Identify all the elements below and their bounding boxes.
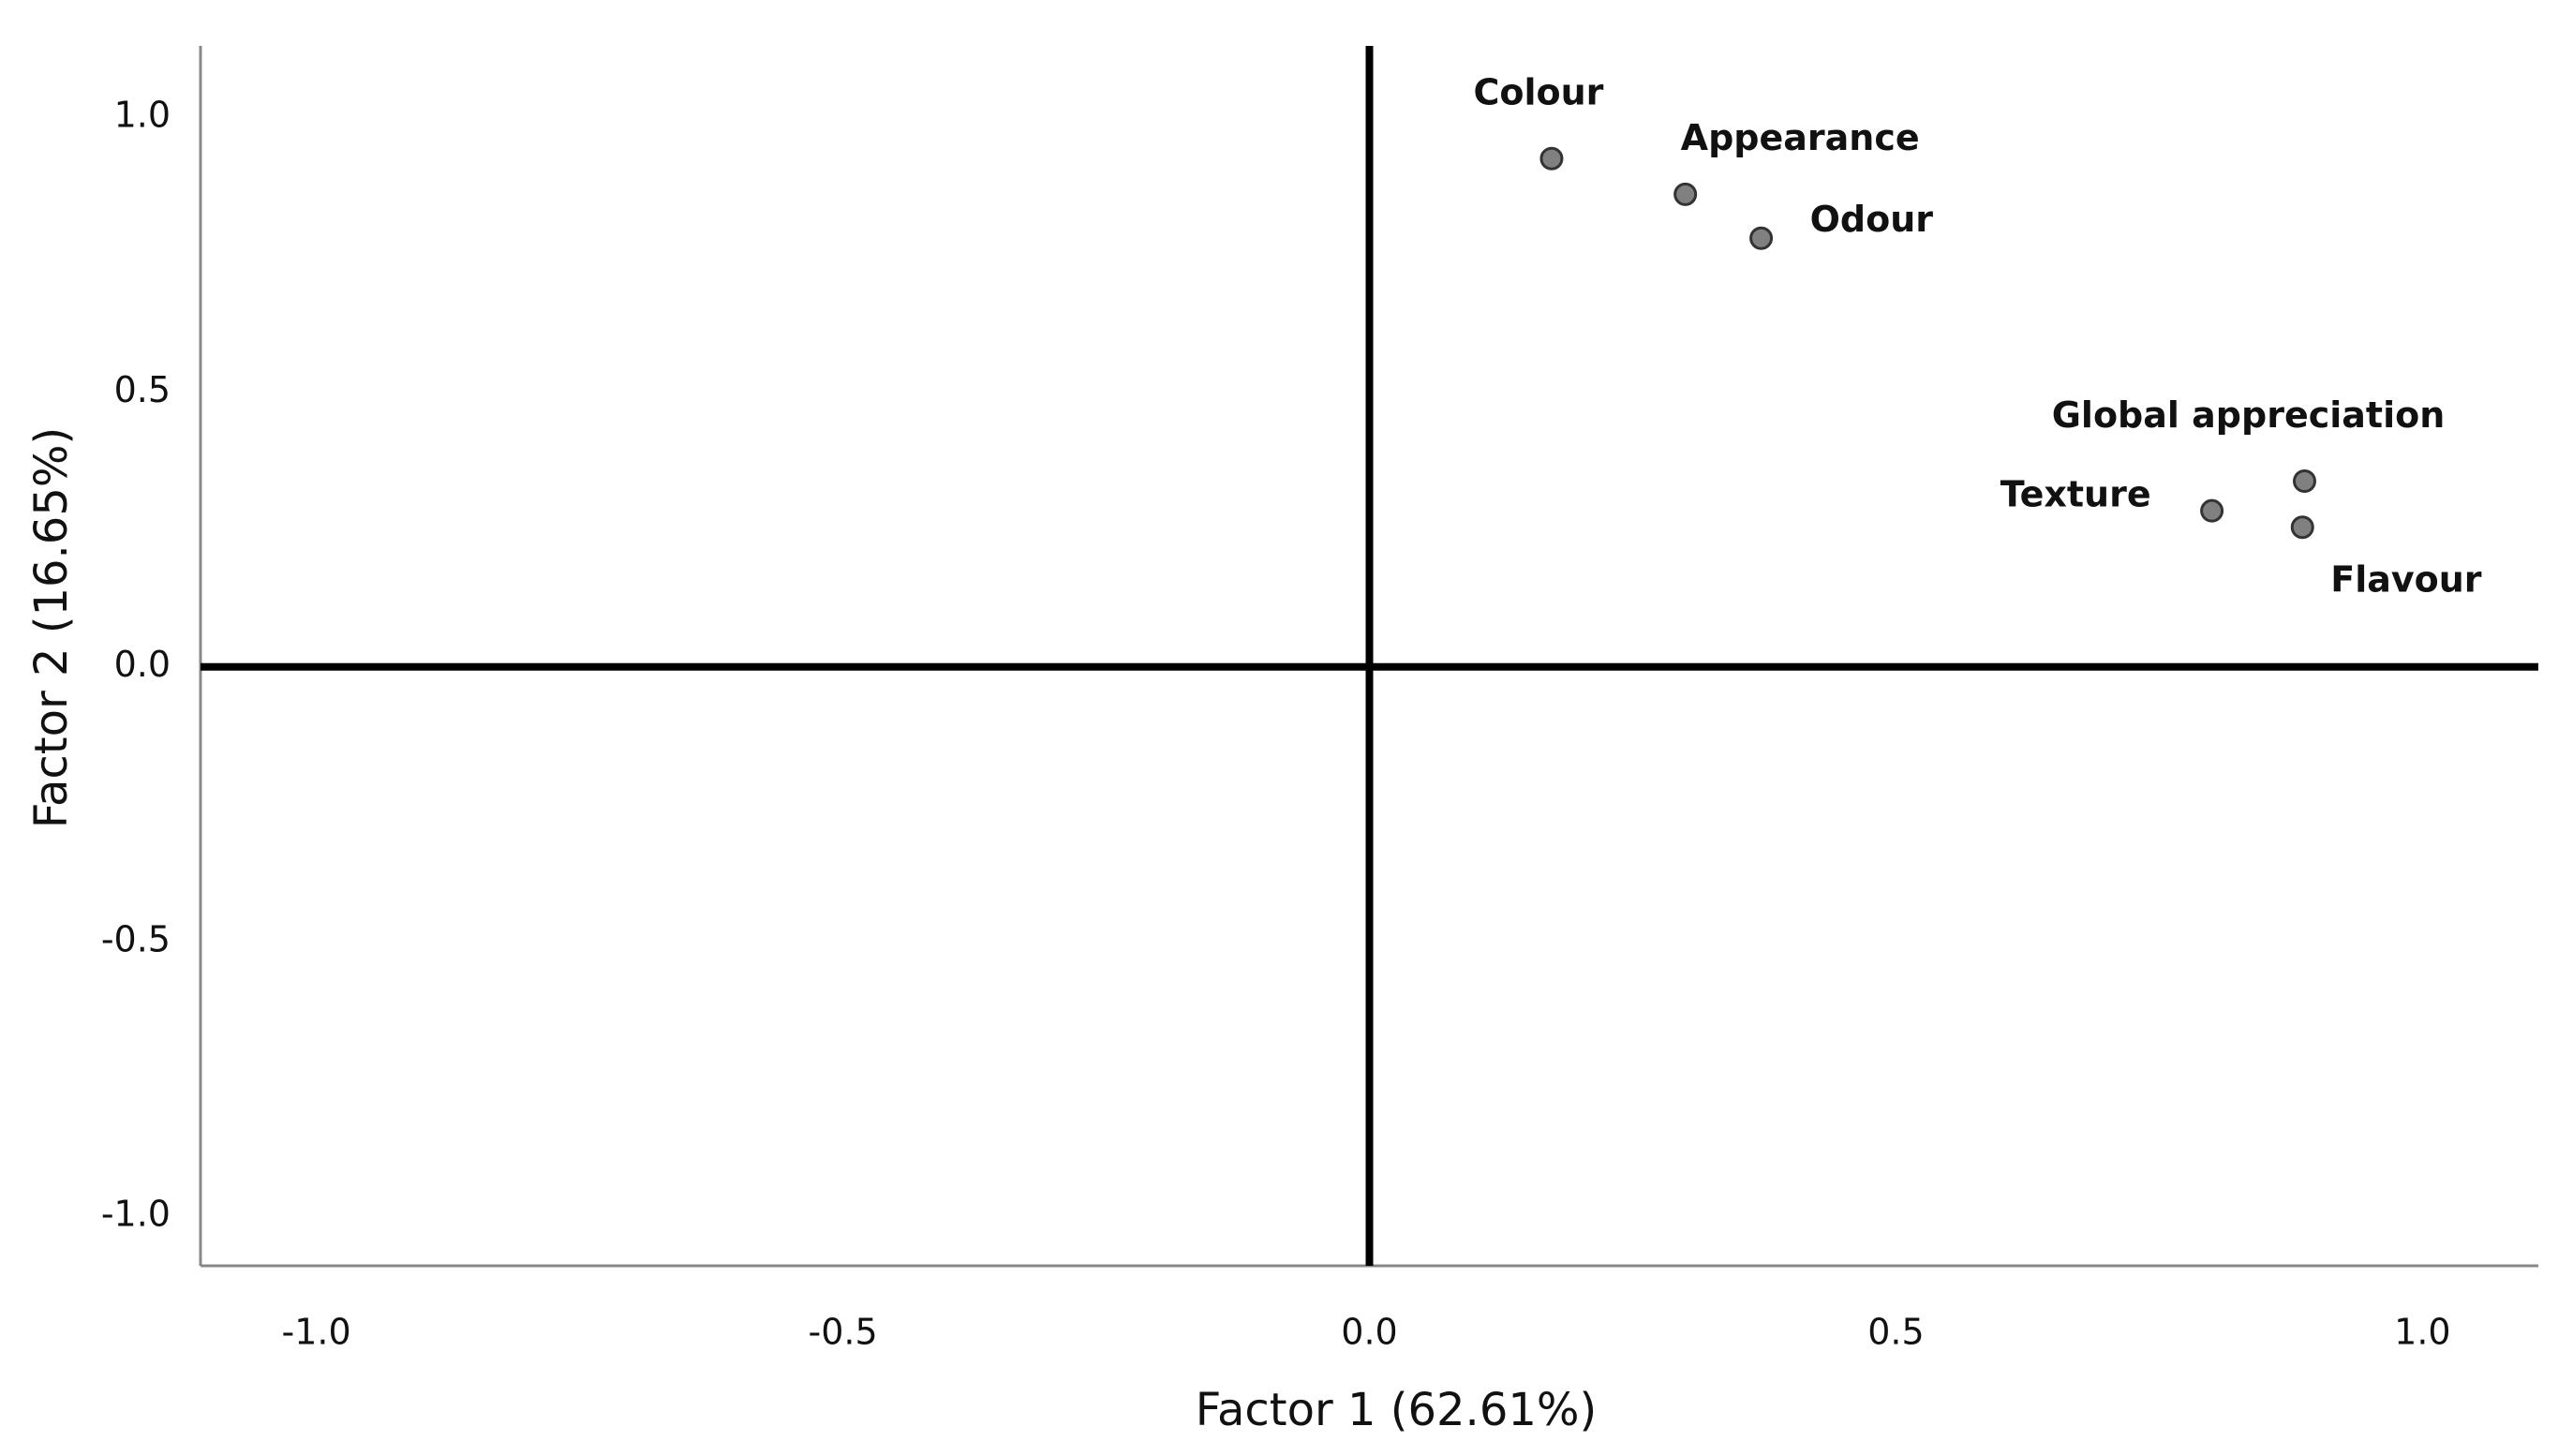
point-label: Flavour [2330,558,2482,600]
point-label: Appearance [1681,117,1920,158]
point [1749,226,1774,250]
x-tick-label: -1.0 [282,1312,351,1353]
point-label: Odour [1810,199,1934,240]
point [2293,468,2316,493]
x-tick-label: 1.0 [2394,1312,2450,1353]
point-label: Global appreciation [2052,394,2446,436]
point [2290,515,2314,540]
y-axis-title: Factor 2 (16.65%) [25,427,78,828]
point [1539,146,1564,171]
y-tick-label: 0.0 [114,644,171,685]
x-tick-label: -0.5 [808,1312,877,1353]
x-tick-label: 0.0 [1341,1312,1397,1353]
x-tick-label: 0.5 [1867,1312,1924,1353]
y-tick-label: -1.0 [101,1194,171,1235]
y-tick-label: -0.5 [101,918,171,959]
point-label: Colour [1473,72,1603,113]
y-tick-label: 1.0 [114,95,171,136]
x-axis-title: Factor 1 (62.61%) [1196,1384,1597,1436]
y-tick-label: 0.5 [114,369,171,410]
point [1673,182,1698,206]
point-label: Texture [2000,474,2151,515]
point [2200,498,2224,523]
